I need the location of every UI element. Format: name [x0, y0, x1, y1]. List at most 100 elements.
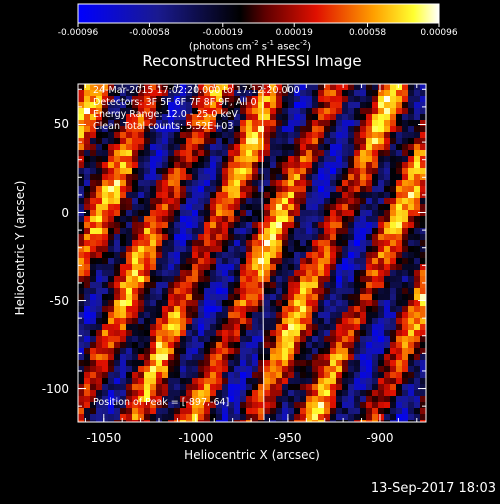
heatmap-cell	[228, 162, 234, 168]
heatmap-cell	[96, 336, 102, 342]
heatmap-cell	[264, 120, 270, 126]
heatmap-cell	[162, 204, 168, 210]
heatmap-cell	[120, 360, 126, 366]
heatmap-cell	[186, 198, 192, 204]
heatmap-cell	[192, 408, 198, 414]
heatmap-cell	[294, 108, 300, 114]
heatmap-cell	[348, 180, 354, 186]
heatmap-cell	[342, 234, 348, 240]
heatmap-cell	[360, 102, 366, 108]
heatmap-cell	[276, 384, 282, 390]
heatmap-cell	[402, 240, 408, 246]
heatmap-cell	[168, 114, 174, 120]
heatmap-cell	[300, 162, 306, 168]
heatmap-cell	[78, 138, 84, 144]
heatmap-cell	[120, 126, 126, 132]
heatmap-cell	[294, 132, 300, 138]
heatmap-cell	[414, 228, 420, 234]
heatmap-cell	[342, 138, 348, 144]
heatmap-cell	[180, 300, 186, 306]
heatmap-cell	[264, 360, 270, 366]
heatmap-cell	[354, 282, 360, 288]
heatmap-cell	[360, 114, 366, 120]
heatmap-cell	[198, 186, 204, 192]
heatmap-cell	[180, 198, 186, 204]
heatmap-cell	[234, 330, 240, 336]
heatmap-cell	[408, 90, 414, 96]
heatmap-cell	[234, 222, 240, 228]
heatmap-cell	[300, 390, 306, 396]
heatmap-cell	[366, 390, 372, 396]
heatmap-cell	[420, 96, 426, 102]
heatmap-cell	[186, 258, 192, 264]
heatmap-cell	[306, 294, 312, 300]
heatmap-cell	[84, 102, 90, 108]
plot-frame	[77, 83, 427, 423]
heatmap-cell	[366, 282, 372, 288]
heatmap-cell	[108, 246, 114, 252]
heatmap-cell	[174, 222, 180, 228]
heatmap-cell	[270, 228, 276, 234]
heatmap-cell	[78, 258, 84, 264]
heatmap-cell	[378, 252, 384, 258]
heatmap-cell	[396, 156, 402, 162]
heatmap-cell	[270, 180, 276, 186]
heatmap-cell	[78, 276, 84, 282]
heatmap-cell	[144, 174, 150, 180]
heatmap-cell	[312, 360, 318, 366]
heatmap-cell	[336, 84, 342, 90]
heatmap-cell	[252, 390, 258, 396]
heatmap-cell	[162, 198, 168, 204]
heatmap-cell	[144, 390, 150, 396]
heatmap-cell	[114, 186, 120, 192]
heatmap-cell	[324, 378, 330, 384]
heatmap-cell	[210, 354, 216, 360]
heatmap-cell	[276, 126, 282, 132]
heatmap-cell	[162, 420, 168, 422]
heatmap-cell	[282, 414, 288, 420]
heatmap-cell	[330, 306, 336, 312]
heatmap-cell	[270, 144, 276, 150]
heatmap-cell	[384, 126, 390, 132]
heatmap-cell	[390, 240, 396, 246]
heatmap-cell	[84, 162, 90, 168]
heatmap-cell	[120, 264, 126, 270]
heatmap-cell	[144, 156, 150, 162]
heatmap-cell	[186, 330, 192, 336]
heatmap-cell	[168, 234, 174, 240]
heatmap-cell	[102, 138, 108, 144]
heatmap-cell	[336, 156, 342, 162]
heatmap-cell	[210, 198, 216, 204]
heatmap-cell	[330, 378, 336, 384]
heatmap-cell	[396, 276, 402, 282]
heatmap-cell	[306, 228, 312, 234]
heatmap-cell	[150, 96, 156, 102]
heatmap-cell	[114, 276, 120, 282]
heatmap-cell	[270, 270, 276, 276]
heatmap-cell	[120, 294, 126, 300]
heatmap-cell	[108, 192, 114, 198]
heatmap-cell	[318, 204, 324, 210]
heatmap-cell	[414, 138, 420, 144]
heatmap-cell	[222, 258, 228, 264]
heatmap-cell	[240, 138, 246, 144]
heatmap-cell	[366, 396, 372, 402]
heatmap-cell	[252, 198, 258, 204]
heatmap-cell	[234, 402, 240, 408]
heatmap-cell	[246, 144, 252, 150]
heatmap-cell	[126, 156, 132, 162]
heatmap-cell	[234, 282, 240, 288]
heatmap-cell	[96, 210, 102, 216]
heatmap-cell	[252, 270, 258, 276]
heatmap-cell	[180, 126, 186, 132]
heatmap-cell	[102, 228, 108, 234]
heatmap-cell	[402, 234, 408, 240]
heatmap-cell	[270, 114, 276, 120]
heatmap-cell	[372, 390, 378, 396]
heatmap-cell	[120, 246, 126, 252]
heatmap-cell	[228, 390, 234, 396]
heatmap-cell	[222, 198, 228, 204]
heatmap-cell	[300, 378, 306, 384]
heatmap-cell	[150, 402, 156, 408]
heatmap-cell	[420, 198, 426, 204]
